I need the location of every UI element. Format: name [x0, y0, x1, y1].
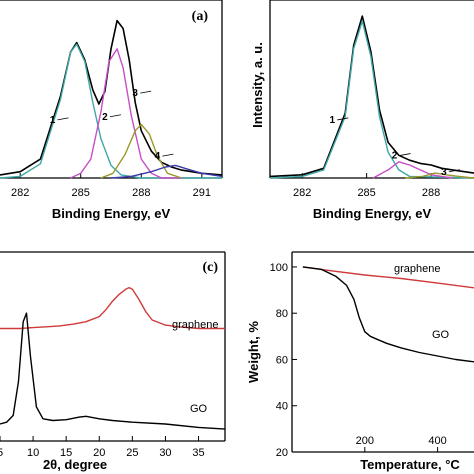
panel-a-series-3: [100, 123, 182, 179]
panel-a-x-tick-label: 282: [11, 187, 29, 199]
panel-a-label: (a): [192, 9, 209, 24]
panel-c: 5 10 15 20 25 30 35 (c) graphene GO 2θ, degree: [0, 251, 226, 472]
panel-c-x-tick-label: 5: [0, 447, 3, 459]
panel-c-series-graphene: [0, 286, 225, 330]
panel-b-plot: 282 285 288 1 2 3: [269, 15, 474, 199]
panel-a-x-tick-label: 288: [132, 187, 150, 199]
panel-a-peak-label: 4: [155, 151, 161, 162]
panel-c-x-tick-label: 25: [126, 447, 138, 459]
panel-a-peak-arrow: [140, 90, 152, 94]
panel-a: 282 285 288 291 1 2 3 4 (a) Binding Energy, eV: [0, 0, 223, 221]
panel-b-series-2: [372, 161, 453, 179]
panel-c-go-label: GO: [190, 403, 208, 415]
panel-a-x-tick-label: 291: [193, 187, 211, 199]
panel-a-series-envelope: [0, 19, 223, 176]
panel-d-y-tick-label: 100: [270, 262, 288, 274]
panel-b-series-1: [269, 20, 474, 179]
panel-b-peak-label: 3: [441, 167, 447, 178]
panel-d-go-label: GO: [432, 329, 450, 341]
panel-b-x-tick-label: 285: [357, 187, 375, 199]
panel-b: 282 285 288 1 2 3 Intensity, a. u. Binding En…: [250, 0, 474, 221]
panel-a-peak-arrow: [162, 153, 174, 157]
panel-d-y-axis-label: Weight, %: [246, 321, 261, 383]
panel-c-x-tick-label: 15: [60, 447, 72, 459]
panel-d-series-GO: [302, 266, 474, 363]
panel-c-x-tick-label: 35: [192, 447, 204, 459]
panel-b-x-tick-label: 282: [293, 187, 311, 199]
panel-d-x-axis-label: Temperature, °C: [360, 457, 460, 472]
panel-b-x-axis-label: Binding Energy, eV: [313, 206, 432, 221]
panel-c-graphene-label: graphene: [172, 319, 219, 331]
panel-a-series-4: [110, 164, 223, 179]
panel-a-peak-label: 2: [102, 112, 108, 123]
panel-a-x-axis-label: Binding Energy, eV: [52, 206, 171, 221]
panel-c-plot: 5 10 15 20 25 30 35: [0, 286, 226, 459]
panel-b-y-axis-label: Intensity, a. u.: [250, 42, 265, 128]
panel-d-series-graphene: [302, 266, 474, 289]
panel-d-plot: 200 400 20 40 60 80 100: [270, 262, 474, 459]
panel-c-x-tick-label: 30: [159, 447, 171, 459]
panel-b-x-tick-label: 288: [422, 187, 440, 199]
panel-a-x-tick-label: 285: [72, 187, 90, 199]
panel-d-y-tick-label: 40: [276, 401, 288, 413]
panel-b-series-envelope: [269, 15, 474, 178]
panel-d-x-tick-label: 200: [356, 435, 374, 447]
panel-d-y-tick-label: 20: [276, 447, 288, 459]
panel-b-peak-arrow: [399, 153, 411, 156]
panel-b-peak-arrow: [337, 117, 349, 121]
panel-a-peak-arrow: [109, 114, 122, 118]
panel-c-x-tick-label: 10: [27, 447, 39, 459]
panel-b-peak-arrow: [448, 169, 461, 173]
panel-b-peak-label: 1: [329, 115, 335, 126]
panel-d-graphene-label: graphene: [394, 263, 441, 275]
panel-a-plot: 282 285 288 291 1 2 3 4: [0, 19, 223, 199]
panel-a-series-2: [70, 48, 182, 179]
panel-b-peak-label: 2: [392, 151, 398, 162]
panel-a-peak-label: 3: [132, 88, 138, 99]
panel-d-y-tick-label: 80: [276, 308, 288, 320]
panel-a-peak-arrow: [57, 117, 69, 121]
panel-c-x-tick-label: 20: [93, 447, 105, 459]
panel-a-series-1: [0, 43, 222, 179]
panel-c-label: (c): [202, 260, 218, 275]
panel-d-y-tick-label: 60: [276, 354, 288, 366]
panel-d-x-tick-label: 400: [428, 435, 446, 447]
panel-c-x-axis-label: 2θ, degree: [43, 457, 107, 472]
panel-c-series-GO: [0, 312, 226, 430]
panel-b-series-3: [405, 172, 474, 179]
panel-a-peak-label: 1: [50, 115, 56, 126]
